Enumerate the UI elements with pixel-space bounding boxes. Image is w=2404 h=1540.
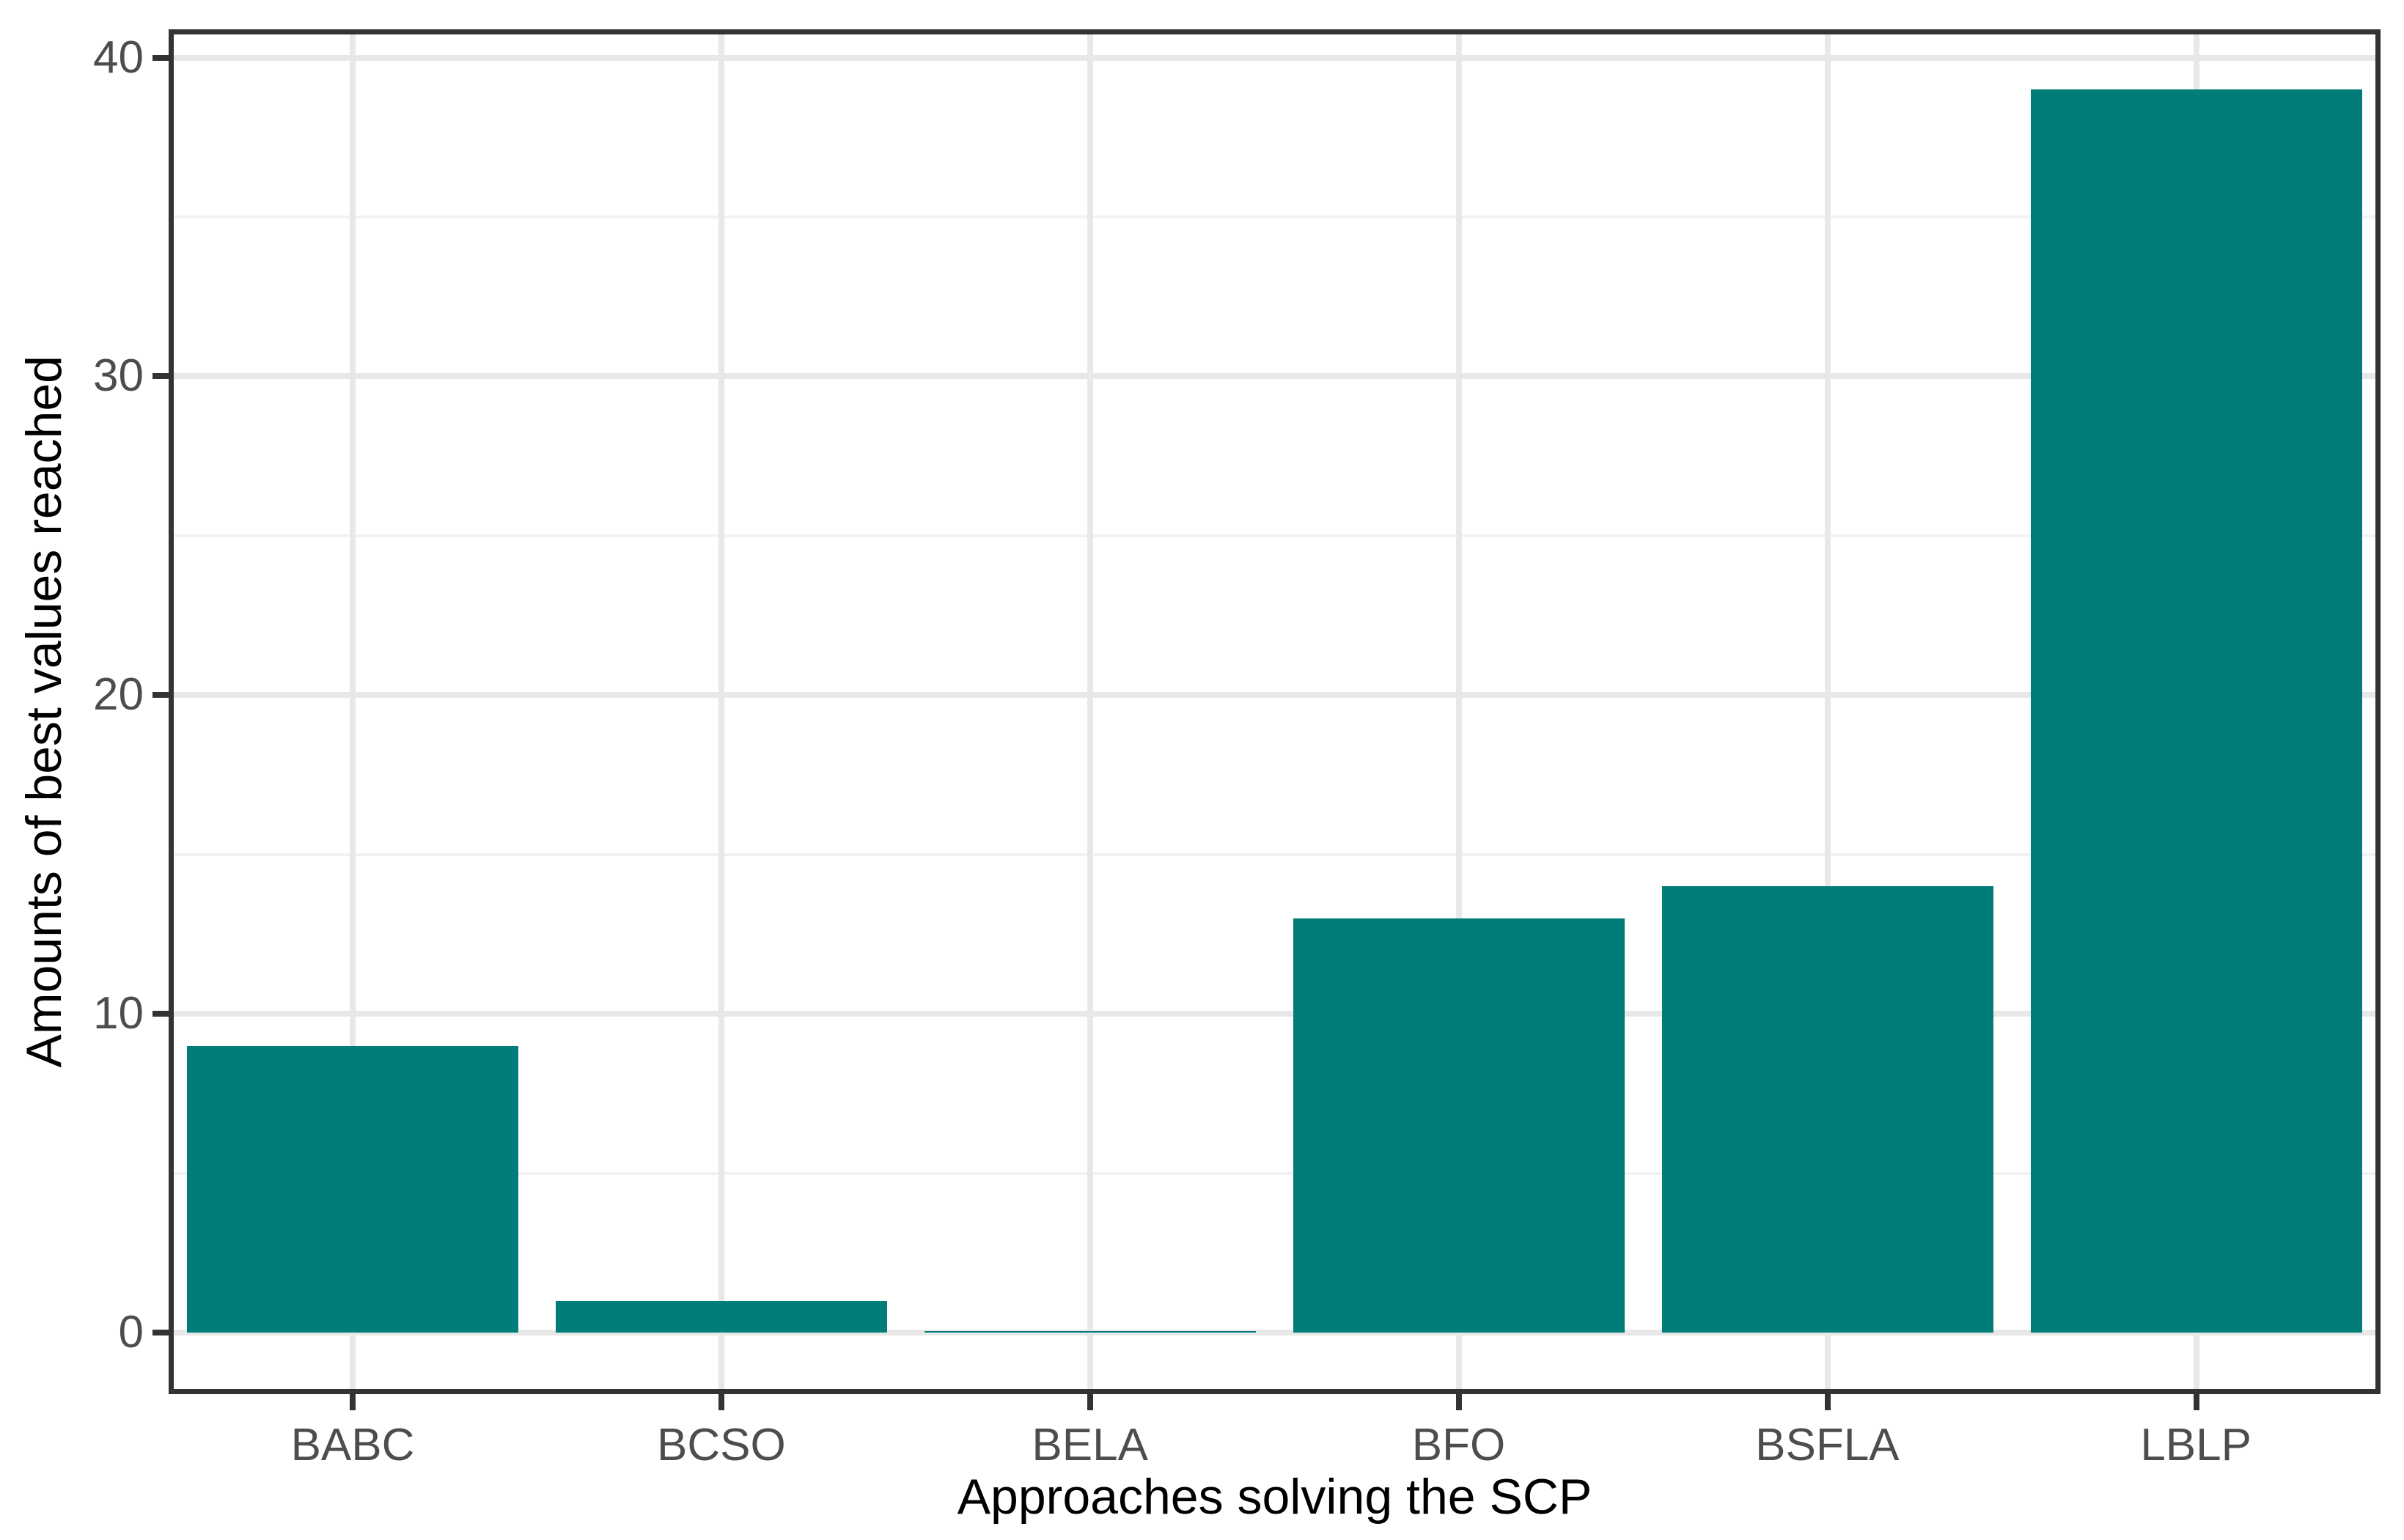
- y-tick-label: 10: [93, 988, 144, 1039]
- y-tick-mark: [152, 1330, 169, 1335]
- y-tick-mark: [152, 54, 169, 61]
- y-tick-mark: [152, 1011, 169, 1017]
- gridline-minor: [174, 534, 2375, 537]
- gridline-major: [174, 373, 2375, 380]
- x-tick-label: BABC: [290, 1420, 415, 1470]
- bar: [2031, 89, 2362, 1333]
- x-tick-mark: [718, 1394, 725, 1410]
- y-tick-label: 40: [93, 32, 144, 83]
- x-tick-label: BFO: [1411, 1420, 1506, 1470]
- y-tick-mark: [152, 373, 169, 380]
- x-tick-label: BELA: [1032, 1420, 1148, 1470]
- bar: [925, 1331, 1256, 1333]
- gridline-vertical: [718, 34, 725, 1389]
- y-tick-label: 30: [93, 350, 144, 402]
- x-tick-mark: [1455, 1394, 1462, 1410]
- gridline-major: [174, 54, 2375, 61]
- gridline-minor: [174, 215, 2375, 218]
- x-tick-mark: [1824, 1394, 1831, 1410]
- bar: [1293, 918, 1625, 1333]
- y-tick-mark: [152, 692, 169, 699]
- gridline-vertical: [350, 34, 356, 1389]
- gridline-major: [174, 692, 2375, 699]
- gridline-major: [174, 1330, 2375, 1335]
- gridline-major: [174, 1011, 2375, 1017]
- gridline-vertical: [1087, 34, 1094, 1389]
- chart-panel: [169, 29, 2381, 1394]
- x-tick-mark: [2193, 1394, 2199, 1410]
- bar: [556, 1301, 887, 1333]
- y-tick-label: 20: [93, 669, 144, 721]
- x-tick-mark: [350, 1394, 356, 1410]
- gridline-minor: [174, 1171, 2375, 1175]
- x-tick-label: BSFLA: [1755, 1420, 1900, 1470]
- bar: [1662, 886, 1993, 1333]
- x-axis-title: Approaches solving the SCP: [957, 1469, 1592, 1525]
- x-tick-mark: [1087, 1394, 1094, 1410]
- gridline-minor: [174, 852, 2375, 856]
- bar: [187, 1046, 518, 1333]
- x-tick-label: LBLP: [2140, 1420, 2252, 1470]
- gridline-vertical: [1455, 34, 1462, 1389]
- x-tick-label: BCSO: [656, 1420, 786, 1470]
- gridline-vertical: [1824, 34, 1831, 1389]
- y-tick-label: 0: [118, 1307, 144, 1357]
